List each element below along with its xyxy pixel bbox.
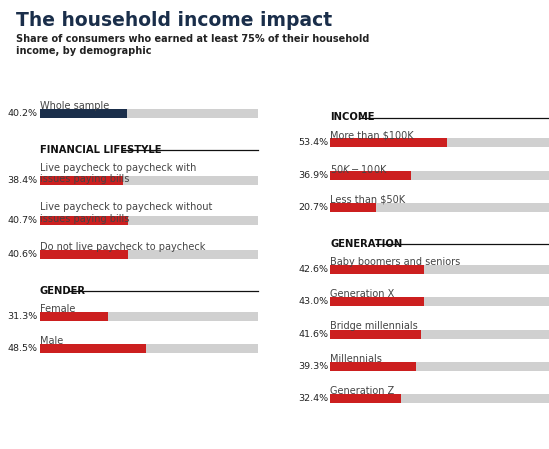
Text: Share of consumers who earned at least 75% of their household
income, by demogra: Share of consumers who earned at least 7… <box>16 34 370 56</box>
Bar <box>40 176 124 185</box>
Text: 38.4%: 38.4% <box>7 176 37 185</box>
Bar <box>330 203 376 212</box>
Text: $50K-$100K: $50K-$100K <box>330 163 389 175</box>
Bar <box>40 344 258 353</box>
Text: 39.3%: 39.3% <box>298 362 328 371</box>
Text: Less than $50K: Less than $50K <box>330 195 406 205</box>
Bar <box>330 394 401 403</box>
Text: Female: Female <box>40 304 75 313</box>
Bar <box>330 330 549 339</box>
Text: 36.9%: 36.9% <box>298 171 328 180</box>
Text: 48.5%: 48.5% <box>7 344 37 353</box>
Text: 40.2%: 40.2% <box>7 109 37 118</box>
Text: 40.6%: 40.6% <box>7 250 37 259</box>
Text: Do not live paycheck to paycheck: Do not live paycheck to paycheck <box>40 242 205 251</box>
Bar <box>40 250 128 259</box>
Text: Bridge millennials: Bridge millennials <box>330 321 418 331</box>
Bar <box>330 297 424 306</box>
Text: INCOME: INCOME <box>330 112 375 122</box>
Text: 53.4%: 53.4% <box>298 138 328 147</box>
Text: Generation Z: Generation Z <box>330 386 395 396</box>
Bar <box>330 265 549 274</box>
Text: Male: Male <box>40 336 63 346</box>
Bar <box>330 171 549 180</box>
Text: Generation X: Generation X <box>330 289 395 299</box>
Bar <box>40 344 145 353</box>
Bar <box>40 312 258 321</box>
Text: 41.6%: 41.6% <box>298 330 328 339</box>
Bar <box>40 216 128 225</box>
Bar <box>330 265 424 274</box>
Bar <box>40 216 258 225</box>
Bar <box>40 250 258 259</box>
Bar <box>330 203 549 212</box>
Bar <box>40 176 258 185</box>
Text: Baby boomers and seniors: Baby boomers and seniors <box>330 257 461 267</box>
Bar <box>40 109 258 118</box>
Bar <box>40 312 108 321</box>
Text: Millennials: Millennials <box>330 354 382 364</box>
Bar <box>330 330 422 339</box>
Bar <box>40 109 127 118</box>
Bar <box>330 171 411 180</box>
Text: More than $100K: More than $100K <box>330 130 414 140</box>
Bar <box>330 138 447 147</box>
Text: Whole sample: Whole sample <box>40 101 109 110</box>
Text: 40.7%: 40.7% <box>7 216 37 225</box>
Text: 42.6%: 42.6% <box>298 265 328 274</box>
Text: 31.3%: 31.3% <box>7 312 37 321</box>
Text: FINANCIAL LIFESTYLE: FINANCIAL LIFESTYLE <box>40 145 161 154</box>
Bar <box>330 362 416 371</box>
Text: GENERATION: GENERATION <box>330 239 403 249</box>
Text: 20.7%: 20.7% <box>298 203 328 212</box>
Text: Live paycheck to paycheck with
issues paying bills: Live paycheck to paycheck with issues pa… <box>40 163 196 184</box>
Bar <box>330 297 549 306</box>
Bar <box>330 362 549 371</box>
Text: GENDER: GENDER <box>40 286 86 295</box>
Text: The household income impact: The household income impact <box>16 11 333 30</box>
Text: 43.0%: 43.0% <box>298 297 328 306</box>
Text: 32.4%: 32.4% <box>298 394 328 403</box>
Text: Live paycheck to paycheck without
issues paying bills: Live paycheck to paycheck without issues… <box>40 202 212 224</box>
Bar <box>330 394 549 403</box>
Bar <box>330 138 549 147</box>
